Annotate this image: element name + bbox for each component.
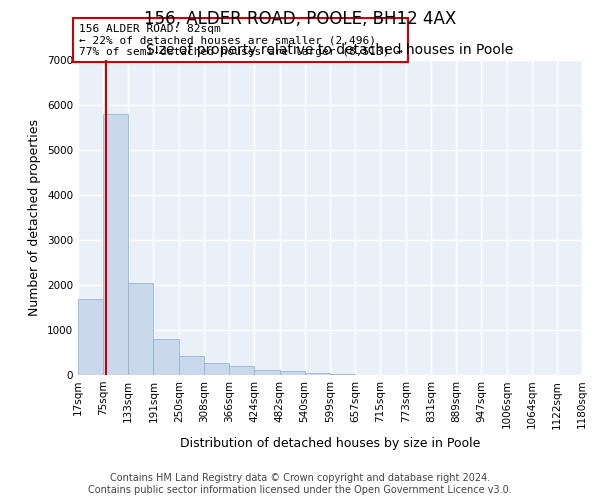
X-axis label: Distribution of detached houses by size in Poole: Distribution of detached houses by size … (180, 437, 480, 450)
Bar (103, 114, 128, 375)
Y-axis label: Number of detached properties: Number of detached properties (28, 119, 41, 316)
Bar (179, 356, 204, 375)
Text: Contains HM Land Registry data © Crown copyright and database right 2024.
Contai: Contains HM Land Registry data © Crown c… (88, 474, 512, 495)
Bar (280, 372, 305, 375)
Text: 156 ALDER ROAD: 82sqm
← 22% of detached houses are smaller (2,496)
77% of semi-d: 156 ALDER ROAD: 82sqm ← 22% of detached … (79, 24, 403, 57)
Bar (204, 364, 229, 375)
Bar (254, 370, 280, 375)
Title: Size of property relative to detached houses in Poole: Size of property relative to detached ho… (146, 44, 514, 58)
Bar (330, 374, 355, 375)
Bar (78, 298, 103, 375)
Text: 156, ALDER ROAD, POOLE, BH12 4AX: 156, ALDER ROAD, POOLE, BH12 4AX (144, 10, 456, 28)
Bar (154, 339, 179, 375)
Bar (305, 373, 330, 375)
Bar (128, 283, 154, 375)
Bar (229, 366, 254, 375)
